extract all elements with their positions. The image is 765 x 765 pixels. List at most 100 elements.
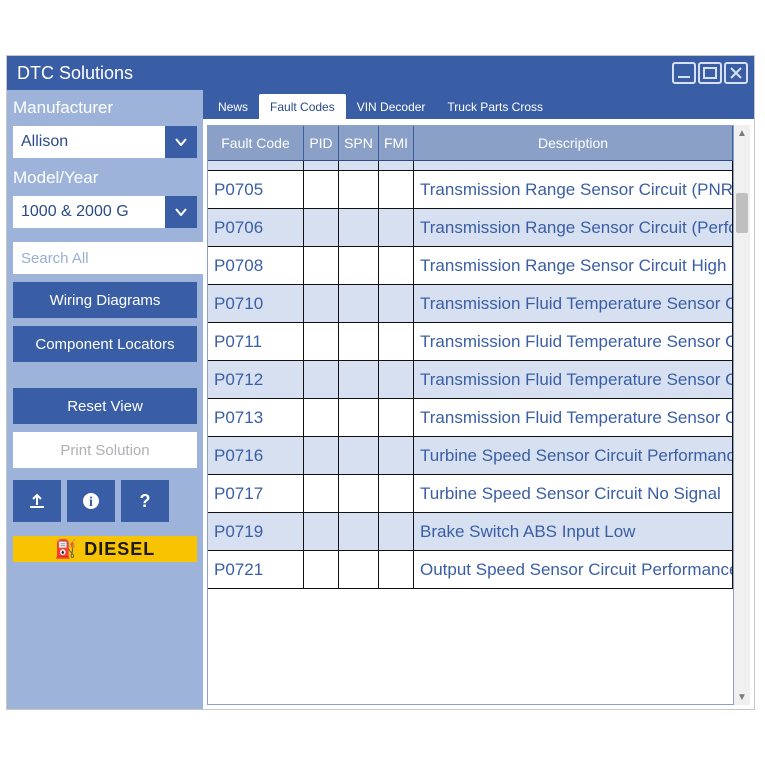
cell-fault-code: P0716 <box>208 437 304 474</box>
fault-codes-table: Fault Code PID SPN FMI Description P0703… <box>207 125 734 705</box>
export-button[interactable] <box>13 480 61 522</box>
cell-empty <box>379 247 414 284</box>
cell-empty <box>304 247 339 284</box>
cell-description: Transmission Range Sensor Circuit High I… <box>414 247 733 284</box>
table-row[interactable]: P0703Brake Switch Circuit Malfunction - … <box>208 161 733 171</box>
cell-empty <box>304 513 339 550</box>
cell-empty <box>339 399 379 436</box>
cell-description: Transmission Fluid Temperature Sensor Ci… <box>414 285 733 322</box>
cell-empty <box>379 437 414 474</box>
cell-fault-code: P0713 <box>208 399 304 436</box>
cell-empty <box>304 361 339 398</box>
table-row[interactable]: P0710 Transmission Fluid Temperature Sens… <box>208 285 733 323</box>
cell-fault-code: P0710 <box>208 285 304 322</box>
table-row[interactable]: P0721 Output Speed Sensor Circuit Perform… <box>208 551 733 589</box>
search-field[interactable] <box>13 242 197 274</box>
cell-description: Transmission Fluid Temperature Sensor Ci… <box>414 399 733 436</box>
cell-fault-code: P0711 <box>208 323 304 360</box>
vertical-scrollbar[interactable]: ▲ ▼ <box>734 125 750 705</box>
cell-empty <box>339 513 379 550</box>
wiring-diagrams-button[interactable]: Wiring Diagrams <box>13 282 197 318</box>
cell-description: Brake Switch Circuit Malfunction - GMT80… <box>414 161 733 170</box>
print-solution-button[interactable]: Print Solution <box>13 432 197 468</box>
table-row[interactable]: P0719Brake Switch ABS Input Low <box>208 513 733 551</box>
scroll-thumb[interactable] <box>736 193 748 233</box>
table-row[interactable]: P0717 Turbine Speed Sensor Circuit No Sig… <box>208 475 733 513</box>
reset-view-button[interactable]: Reset View <box>13 388 197 424</box>
cell-empty <box>304 285 339 322</box>
cell-empty <box>304 475 339 512</box>
cell-empty <box>379 161 414 170</box>
table-row[interactable]: P0713 Transmission Fluid Temperature Sens… <box>208 399 733 437</box>
cell-empty <box>304 209 339 246</box>
table-header: Fault Code PID SPN FMI Description <box>208 126 733 161</box>
cell-empty <box>339 171 379 208</box>
cell-empty <box>339 285 379 322</box>
manufacturer-value: Allison <box>13 126 165 158</box>
cell-empty <box>339 323 379 360</box>
cell-empty <box>379 209 414 246</box>
cell-empty <box>379 323 414 360</box>
tab-fault-codes[interactable]: Fault Codes <box>259 94 346 119</box>
cell-description: Transmission Fluid Temperature Sensor Ci… <box>414 361 733 398</box>
maximize-button[interactable] <box>698 62 722 84</box>
cell-empty <box>304 161 339 170</box>
cell-description: Output Speed Sensor Circuit Performance <box>414 551 733 588</box>
cell-empty <box>379 361 414 398</box>
help-button[interactable]: ? <box>121 480 169 522</box>
cell-fault-code: P0721 <box>208 551 304 588</box>
diesel-logo: ⛽ DIESEL <box>13 536 197 562</box>
info-button[interactable]: i <box>67 480 115 522</box>
cell-fault-code: P0712 <box>208 361 304 398</box>
minimize-button[interactable] <box>672 62 696 84</box>
table-row[interactable]: P0712 Transmission Fluid Temperature Sens… <box>208 361 733 399</box>
tab-bar: News Fault Codes VIN Decoder Truck Parts… <box>203 90 754 119</box>
cell-empty <box>379 399 414 436</box>
col-description[interactable]: Description <box>414 126 733 160</box>
svg-text:i: i <box>89 495 93 510</box>
cell-description: Transmission Range Sensor Circuit (PNRDL… <box>414 171 733 208</box>
col-fmi[interactable]: FMI <box>379 126 414 160</box>
cell-description: Turbine Speed Sensor Circuit Performance <box>414 437 733 474</box>
cell-empty <box>379 475 414 512</box>
table-row[interactable]: P0711 Transmission Fluid Temperature Sens… <box>208 323 733 361</box>
cell-description: Brake Switch ABS Input Low <box>414 513 733 550</box>
cell-empty <box>379 171 414 208</box>
col-spn[interactable]: SPN <box>339 126 379 160</box>
cell-empty <box>304 399 339 436</box>
tab-truck-parts-cross[interactable]: Truck Parts Cross <box>436 94 554 119</box>
manufacturer-label: Manufacturer <box>13 96 197 118</box>
col-pid[interactable]: PID <box>304 126 339 160</box>
table-row[interactable]: P0708Transmission Range Sensor Circuit H… <box>208 247 733 285</box>
table-body: P0703Brake Switch Circuit Malfunction - … <box>208 161 733 704</box>
cell-empty <box>339 437 379 474</box>
cell-fault-code: P0705 <box>208 171 304 208</box>
cell-empty <box>339 247 379 284</box>
sidebar: Manufacturer Allison Model/Year 1000 & 2… <box>7 90 203 709</box>
table-row[interactable]: P0716 Turbine Speed Sensor Circuit Perfor… <box>208 437 733 475</box>
cell-fault-code: P0706 <box>208 209 304 246</box>
tab-news[interactable]: News <box>207 94 259 119</box>
caret-down-icon <box>165 196 197 228</box>
cell-empty <box>304 551 339 588</box>
cell-empty <box>339 161 379 170</box>
manufacturer-select[interactable]: Allison <box>13 126 197 158</box>
scroll-up-icon[interactable]: ▲ <box>734 125 750 141</box>
col-fault-code[interactable]: Fault Code <box>208 126 304 160</box>
scroll-down-icon[interactable]: ▼ <box>734 689 750 705</box>
caret-down-icon <box>165 126 197 158</box>
modelyear-select[interactable]: 1000 & 2000 G <box>13 196 197 228</box>
close-button[interactable] <box>724 62 748 84</box>
cell-description: Transmission Fluid Temperature Sensor Ci… <box>414 323 733 360</box>
cell-empty <box>304 437 339 474</box>
cell-empty <box>379 285 414 322</box>
info-icon: i <box>81 491 101 511</box>
tab-vin-decoder[interactable]: VIN Decoder <box>346 94 437 119</box>
modelyear-label: Model/Year <box>13 166 197 188</box>
table-row[interactable]: P0706Transmission Range Sensor Circuit (… <box>208 209 733 247</box>
search-input[interactable] <box>13 242 228 274</box>
component-locators-button[interactable]: Component Locators <box>13 326 197 362</box>
cell-fault-code: P0717 <box>208 475 304 512</box>
table-row[interactable]: P0705 Transmission Range Sensor Circuit (… <box>208 171 733 209</box>
cell-description: Turbine Speed Sensor Circuit No Signal <box>414 475 733 512</box>
